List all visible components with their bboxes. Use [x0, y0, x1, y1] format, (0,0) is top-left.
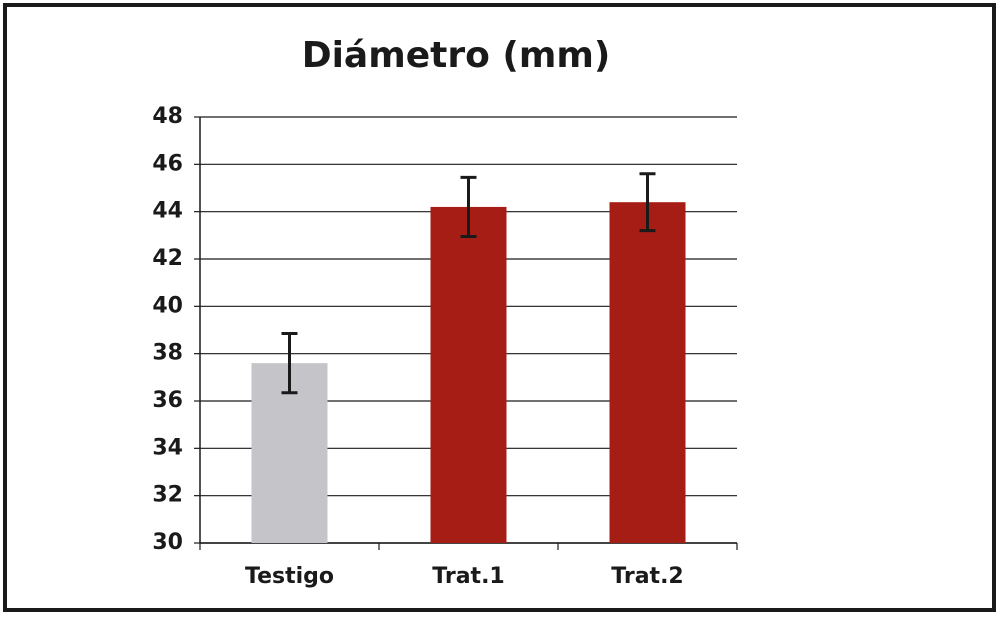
y-tick-label: 30: [152, 530, 183, 555]
y-tick-label: 32: [152, 483, 183, 508]
x-tick-label: Trat.2: [611, 564, 683, 589]
y-tick-label: 38: [152, 341, 183, 366]
y-tick-label: 40: [152, 293, 183, 318]
x-tick-label: Trat.1: [432, 564, 504, 589]
error-bar: [460, 175, 477, 239]
error-bar: [281, 332, 298, 395]
bar: [609, 202, 686, 543]
y-tick-label: 48: [152, 104, 183, 129]
y-tick-label: 46: [152, 151, 183, 176]
y-tick-label: 44: [152, 199, 183, 224]
y-tick-label: 36: [152, 388, 183, 413]
x-tick-label: Testigo: [245, 564, 334, 589]
bar: [430, 206, 507, 543]
y-tick-label: 42: [152, 246, 183, 271]
y-tick-label: 34: [152, 435, 183, 460]
error-bar: [639, 172, 656, 233]
chart-title: Diámetro (mm): [302, 35, 611, 76]
